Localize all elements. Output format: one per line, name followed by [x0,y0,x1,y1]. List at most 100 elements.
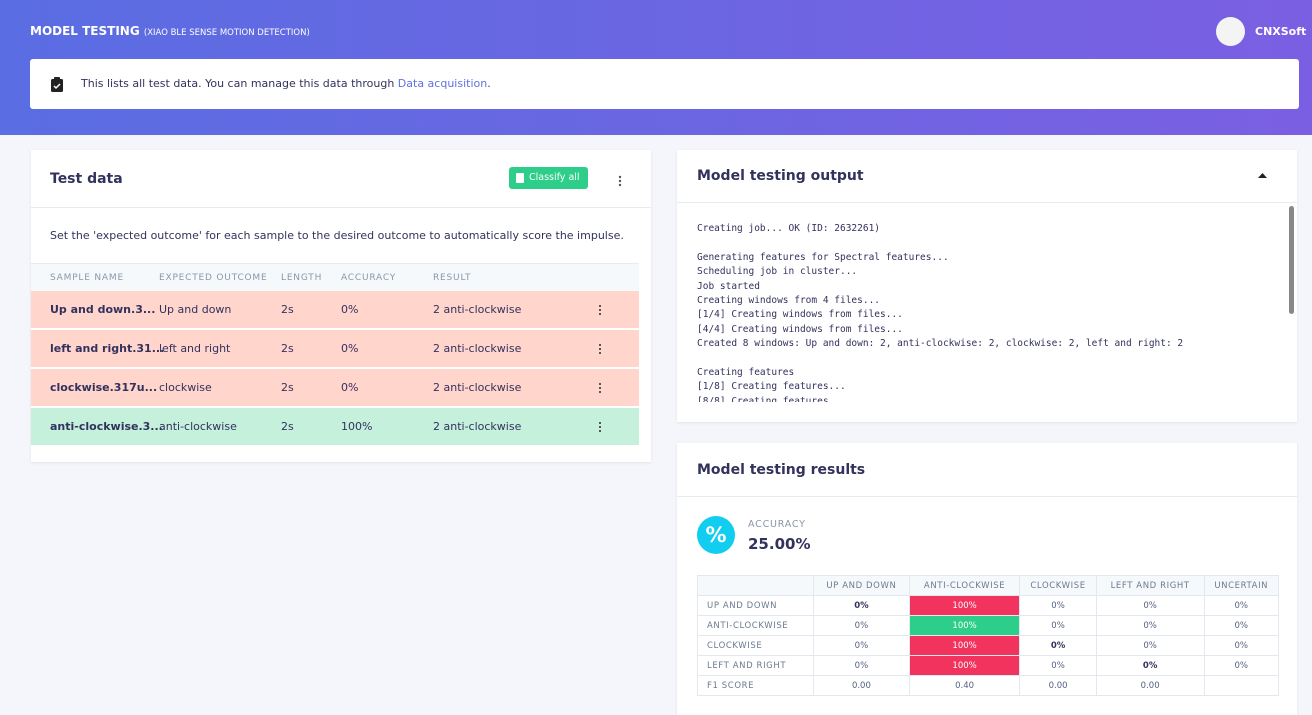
f1-cell: 0.00 [1095,675,1205,696]
column-header: SAMPLE NAME [50,273,124,283]
row-label: ANTI-CLOCKWISE [697,615,814,636]
card-title: Model testing output [697,168,864,184]
cell: 100% [341,420,373,433]
classify-button[interactable]: Classify all [509,167,588,189]
test-table: SAMPLE NAME EXPECTED OUTCOME LENGTH ACCURAC… [31,263,639,447]
matrix-cell: 0% [1095,635,1205,656]
log-line: [1/4] Creating windows from files... [697,309,903,321]
cell: 2 anti-clockwise [433,381,522,394]
cell: 2s [281,381,294,394]
test-data-card: Test data Classify all Set the 'expected… [31,150,651,462]
cell: Up and down.3... [50,303,156,316]
matrix-cell: 0% [1203,595,1279,616]
matrix-cell: 0% [1095,595,1205,616]
log-line: Generating features for Spectral feature… [697,251,949,263]
matrix-row: ANTI-CLOCKWISE 0% 100% 0% 0% 0% [697,615,1279,636]
matrix-cell: 0% [1019,635,1097,656]
avatar[interactable] [1216,17,1245,46]
column-header: EXPECTED OUTCOME [159,273,268,283]
page-title: MODEL TESTING (XIAO BLE SENSE MOTION DET… [30,24,310,38]
cell: 2s [281,420,294,433]
log-line: Created 8 windows: Up and down: 2, anti-… [697,338,1184,350]
scrollbar[interactable] [1289,206,1294,314]
f1-row: F1 SCORE 0.00 0.40 0.00 0.00 [697,675,1279,696]
button-label: Classify all [529,172,580,183]
matrix-cell: 0% [1203,635,1279,656]
subtitle: (XIAO BLE SENSE MOTION DETECTION) [143,28,310,38]
row-menu[interactable] [599,422,601,432]
matrix-cell: 100% [908,635,1021,656]
cell: clockwise [159,381,212,394]
collapse-icon[interactable] [1258,173,1267,179]
log-line: [4/4] Creating windows from files... [697,323,903,335]
table-row[interactable]: anti-clockwise.3... anti-clockwise 2s 100% 2… [31,408,639,446]
menu[interactable] [618,172,622,187]
table-row[interactable]: left and right.31... left and right 2s 0% 2 … [31,330,639,368]
accuracy-value: 25.00% [748,535,811,553]
notice-text: This lists all test data. You can manage… [81,77,491,90]
row-label: F1 SCORE [697,675,814,696]
matrix-cell: 0% [813,655,910,676]
title: MODEL TESTING [30,24,140,38]
empty-cell [1203,675,1279,696]
log-block: Creating features [1/8] Creating features… [697,366,1287,402]
cell: 0% [341,381,359,394]
table-row[interactable]: Up and down.3... Up and down 2s 0% 2 anti-cl… [31,291,639,329]
matrix-cell: 0% [813,635,910,656]
log-block: Generating features for Spectral feature… [697,251,1287,352]
cell: 2s [281,303,294,316]
matrix-cell: 0% [1203,655,1279,676]
cell: anti-clockwise.3... [50,420,163,433]
matrix-cell: 0% [813,595,910,616]
column-header: ACCURACY [341,273,397,283]
matrix-cell: 100% [908,595,1021,616]
f1-cell: 0.00 [1019,675,1097,696]
f1-cell: 0.00 [813,675,910,696]
cell: 0% [341,342,359,355]
column-header: RESULT [433,273,472,283]
table-header: SAMPLE NAME EXPECTED OUTCOME LENGTH ACCURAC… [31,264,639,291]
results-card: Model testing results % ACCURACY 25.00% … [677,443,1297,715]
icon [516,173,524,183]
matrix-cell: 0% [813,615,910,636]
matrix-cell: 0% [1095,615,1205,636]
matrix-cell: 100% [908,655,1021,676]
row-label: UP AND DOWN [697,595,814,616]
corner [697,575,814,596]
matrix-cell: 0% [1019,595,1097,616]
matrix-column: CLOCKWISE [1019,575,1097,596]
cell: 2 anti-clockwise [433,342,522,355]
row-menu[interactable] [599,383,601,393]
cell: anti-clockwise [159,420,237,433]
row-menu[interactable] [599,344,601,354]
matrix-column: ANTI-CLOCKWISE [908,575,1021,596]
cell: 2 anti-clockwise [433,420,522,433]
log-line: Scheduling job in cluster... [697,266,858,278]
matrix-cell: 0% [1095,655,1205,676]
matrix-row: UP AND DOWN 0% 100% 0% 0% 0% [697,595,1279,616]
matrix-cell: 0% [1019,655,1097,676]
text: . [487,77,491,90]
log-line: Creating job... OK (ID: 2632261) [697,223,881,234]
matrix-cell: 0% [1203,615,1279,636]
output-card: Model testing output Creating job... OK … [677,150,1297,422]
column-header: LENGTH [281,273,323,283]
f1-cell: 0.40 [908,675,1021,696]
header: MODEL TESTING (XIAO BLE SENSE MOTION DET… [0,0,1312,135]
log: Creating job... OK (ID: 2632261) Generati… [697,222,1287,402]
cell: 2s [281,342,294,355]
link[interactable]: Data acquisition [397,77,488,90]
matrix-header: UP AND DOWN ANTI-CLOCKWISE CLOCKWISE LEFT A… [697,575,1279,596]
card-title: Model testing results [697,462,866,478]
confusion-matrix: UP AND DOWN ANTI-CLOCKWISE CLOCKWISE LEFT A… [697,575,1279,696]
cell: 0% [341,303,359,316]
matrix-row: CLOCKWISE 0% 100% 0% 0% 0% [697,635,1279,656]
table-row[interactable]: clockwise.317u... clockwise 2s 0% 2 anti-clo… [31,369,639,407]
notice: This lists all test data. You can manage… [30,59,1299,109]
matrix-cell: 100% [908,615,1021,636]
row-menu[interactable] [599,305,601,315]
user-name[interactable]: CNXSoft [1255,25,1307,38]
log-line: Job started [697,280,760,292]
matrix-column: UNCERTAIN [1203,575,1279,596]
accuracy-icon: % [697,516,735,554]
